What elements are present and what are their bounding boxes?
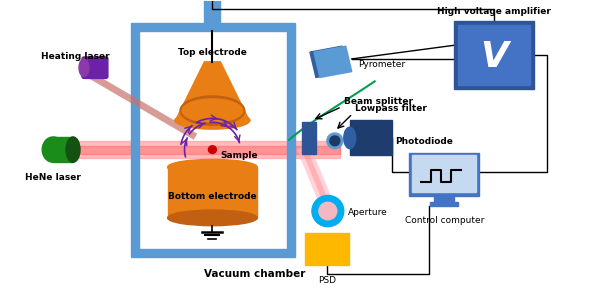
Bar: [434, 196, 454, 204]
Text: Aperture: Aperture: [348, 209, 388, 217]
Bar: [458, 25, 530, 85]
Text: Sample: Sample: [221, 151, 258, 160]
Polygon shape: [310, 46, 348, 77]
Ellipse shape: [167, 210, 257, 226]
Ellipse shape: [42, 137, 64, 162]
Text: High voltage amplifier: High voltage amplifier: [437, 7, 551, 16]
Bar: [305, 234, 349, 265]
Ellipse shape: [66, 137, 80, 162]
Bar: [131, 31, 139, 249]
Circle shape: [327, 133, 343, 149]
Text: Heating laser: Heating laser: [41, 52, 110, 61]
Text: Vacuum chamber: Vacuum chamber: [203, 269, 305, 278]
FancyBboxPatch shape: [82, 57, 108, 78]
Ellipse shape: [344, 127, 356, 149]
Text: V: V: [480, 40, 508, 74]
Ellipse shape: [182, 99, 243, 122]
Text: PSD: PSD: [318, 276, 336, 285]
Bar: [413, 156, 476, 192]
Polygon shape: [302, 122, 316, 154]
Bar: [53, 137, 73, 162]
Text: Control computer: Control computer: [405, 216, 484, 225]
Circle shape: [319, 202, 337, 220]
Text: Top electrode: Top electrode: [178, 48, 247, 57]
Bar: [410, 153, 479, 196]
Ellipse shape: [175, 113, 250, 127]
Ellipse shape: [180, 96, 245, 125]
Bar: [167, 167, 257, 218]
Bar: [287, 31, 295, 249]
Polygon shape: [176, 62, 249, 120]
Circle shape: [330, 136, 340, 146]
Bar: [205, 0, 221, 23]
Polygon shape: [314, 46, 352, 77]
Text: Beam splitter: Beam splitter: [344, 97, 413, 106]
Text: Bottom electrode: Bottom electrode: [168, 192, 257, 201]
Bar: [51, 141, 340, 158]
Text: HeNe laser: HeNe laser: [25, 173, 81, 182]
Text: Pyrometer: Pyrometer: [358, 60, 405, 69]
Bar: [431, 202, 458, 206]
Bar: [454, 21, 534, 89]
Text: Photodiode: Photodiode: [395, 137, 453, 146]
Ellipse shape: [167, 159, 257, 175]
Bar: [131, 23, 295, 31]
Circle shape: [312, 196, 344, 227]
Bar: [131, 249, 295, 257]
Text: Lowpass filter: Lowpass filter: [355, 104, 426, 113]
Ellipse shape: [79, 59, 89, 77]
Bar: [350, 120, 392, 156]
Ellipse shape: [175, 111, 250, 129]
Circle shape: [209, 146, 216, 154]
Bar: [51, 146, 340, 154]
